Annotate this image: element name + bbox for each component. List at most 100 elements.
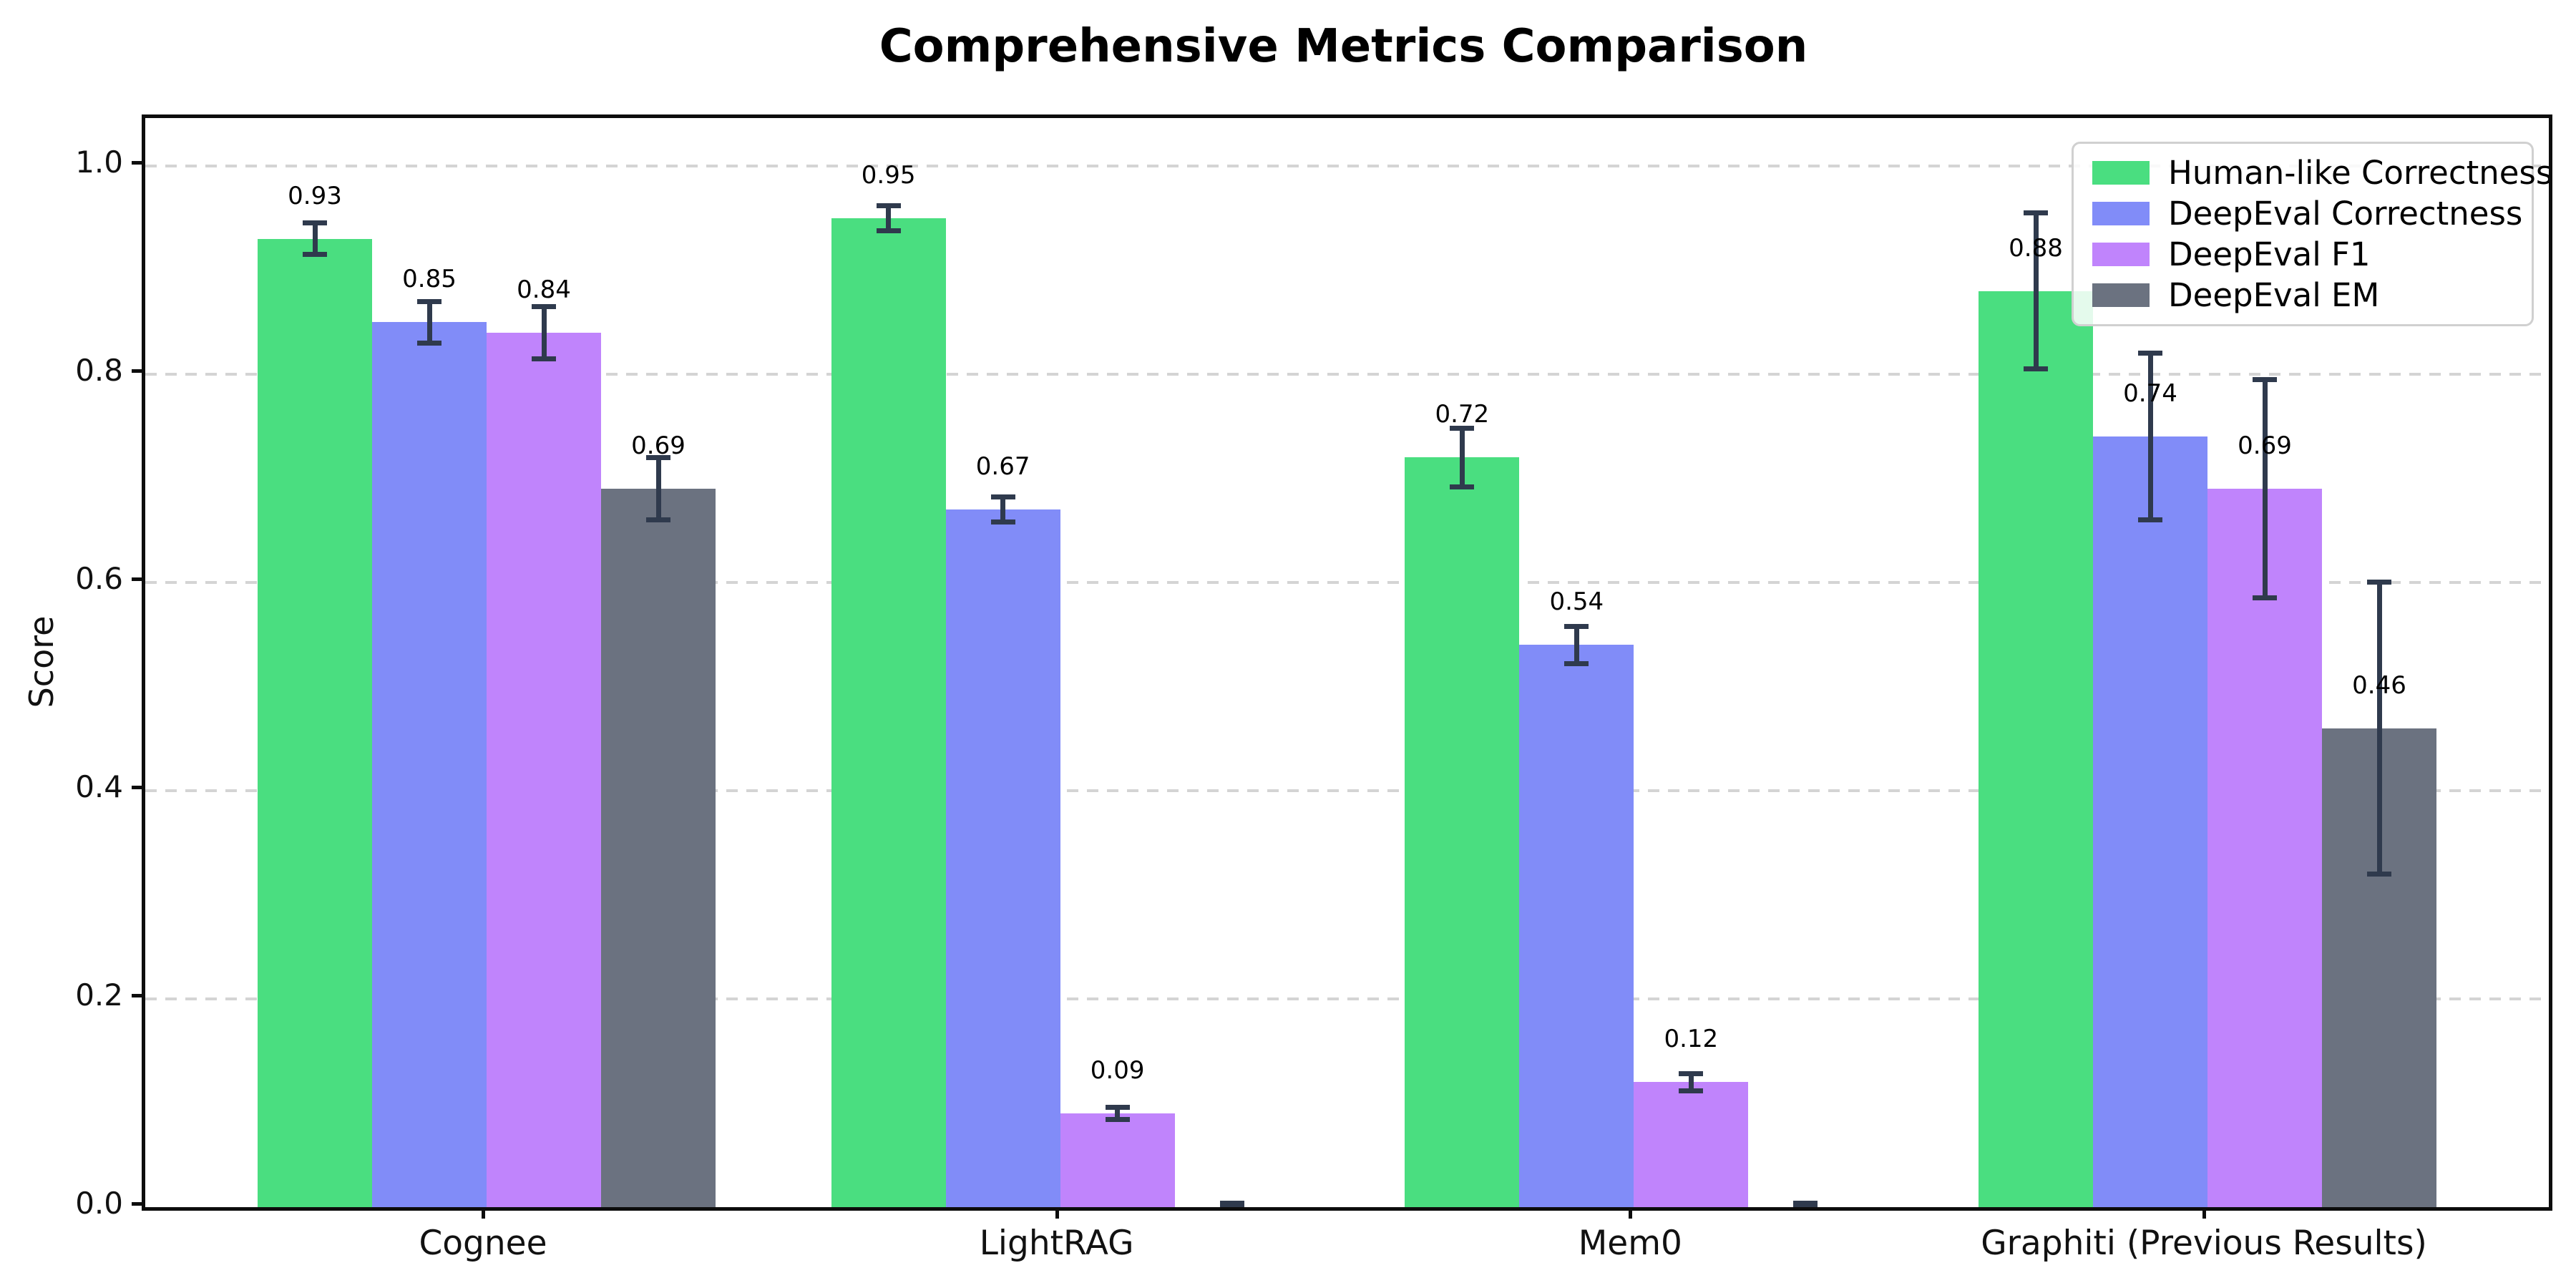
bar-2-0 bbox=[1405, 457, 1520, 1207]
gridline bbox=[145, 997, 2549, 1000]
y-tick-label: 0.0 bbox=[75, 1186, 123, 1221]
bar-value-label: 0.95 bbox=[861, 160, 916, 190]
bar-value-label: 0.09 bbox=[1090, 1056, 1145, 1085]
bar-value-label: 0.69 bbox=[631, 431, 686, 461]
bar-value-label: 0.93 bbox=[288, 181, 342, 210]
bar-2-2 bbox=[1634, 1082, 1749, 1207]
error-cap-top bbox=[2253, 376, 2277, 382]
legend: Human-like Correctness DeepEval Correctne… bbox=[2072, 142, 2549, 326]
error-cap-top bbox=[532, 303, 556, 309]
error-bar bbox=[426, 301, 432, 343]
legend-label: Human-like Correctness bbox=[2168, 154, 2552, 192]
legend-swatch bbox=[2092, 243, 2150, 266]
legend-swatch bbox=[2092, 283, 2150, 307]
gridline bbox=[145, 789, 2549, 792]
error-bar bbox=[541, 306, 547, 359]
bar-0-3 bbox=[601, 489, 716, 1207]
error-cap-top bbox=[303, 220, 327, 226]
y-tick-mark bbox=[132, 785, 143, 789]
x-tick-mark bbox=[482, 1207, 485, 1219]
error-cap-bottom bbox=[1450, 484, 1475, 489]
bar-0-2 bbox=[487, 332, 601, 1207]
y-tick-label: 0.4 bbox=[75, 769, 123, 804]
error-bar bbox=[1000, 497, 1006, 522]
y-tick-mark bbox=[132, 369, 143, 373]
x-tick-mark bbox=[1629, 1207, 1633, 1219]
x-tick-mark bbox=[2202, 1207, 2206, 1219]
chart-title: Comprehensive Metrics Comparison bbox=[879, 20, 1808, 73]
error-cap-bottom bbox=[303, 252, 327, 258]
legend-swatch bbox=[2092, 161, 2150, 185]
bar-3-0 bbox=[1979, 291, 2093, 1207]
error-cap-top bbox=[1450, 426, 1475, 431]
plot-area: 0.93 0.95 0.72 0.88 0.85 0.67 0.54 0.74 0.84 0.09… bbox=[142, 114, 2552, 1211]
bar-value-label: 0.69 bbox=[2238, 431, 2292, 461]
gridline bbox=[145, 164, 2549, 167]
error-cap-top bbox=[1564, 623, 1589, 629]
error-cap-top bbox=[990, 494, 1015, 500]
error-cap-bottom bbox=[1793, 1204, 1818, 1207]
error-cap-top bbox=[646, 454, 670, 460]
bar-value-label: 0.67 bbox=[975, 452, 1030, 482]
error-cap-top bbox=[1793, 1200, 1818, 1206]
y-tick-label: 1.0 bbox=[75, 144, 123, 180]
x-tick-label-2: Mem0 bbox=[1578, 1224, 1682, 1263]
y-tick-label: 0.2 bbox=[75, 977, 123, 1013]
error-cap-bottom bbox=[2138, 517, 2162, 523]
bar-1-1 bbox=[945, 509, 1060, 1207]
error-cap-top bbox=[2367, 580, 2391, 585]
error-cap-bottom bbox=[417, 340, 441, 346]
y-tick-mark bbox=[132, 1202, 143, 1206]
error-bar bbox=[886, 205, 892, 231]
legend-item-deepeval-em: DeepEval EM bbox=[2092, 275, 2517, 316]
error-bar bbox=[655, 457, 661, 520]
error-cap-top bbox=[1105, 1104, 1130, 1110]
y-tick-mark bbox=[132, 160, 143, 165]
error-bar bbox=[1574, 626, 1579, 664]
error-cap-bottom bbox=[990, 519, 1015, 525]
legend-item-deepeval-f1: DeepEval F1 bbox=[2092, 234, 2517, 275]
gridline bbox=[145, 372, 2549, 376]
x-tick-mark bbox=[1055, 1207, 1059, 1219]
gridline bbox=[145, 580, 2549, 584]
bar-value-label: 0.74 bbox=[2123, 379, 2177, 409]
error-bar bbox=[1459, 428, 1465, 487]
bar-value-label: 0.12 bbox=[1664, 1025, 1719, 1054]
error-bar bbox=[2262, 379, 2268, 598]
y-tick-label: 0.8 bbox=[75, 352, 123, 388]
error-bar bbox=[2147, 353, 2153, 520]
bar-value-label: 0.54 bbox=[1549, 587, 1604, 617]
bar-1-2 bbox=[1060, 1113, 1175, 1207]
error-cap-bottom bbox=[2253, 595, 2277, 601]
error-cap-bottom bbox=[1105, 1117, 1130, 1123]
error-bar bbox=[312, 223, 318, 255]
x-tick-label-0: Cognee bbox=[419, 1224, 547, 1263]
error-cap-bottom bbox=[1679, 1088, 1704, 1093]
error-cap-top bbox=[1679, 1071, 1704, 1077]
x-tick-label-1: LightRAG bbox=[979, 1224, 1134, 1263]
legend-label: DeepEval EM bbox=[2168, 276, 2380, 314]
error-bar bbox=[2376, 582, 2382, 874]
error-bar bbox=[1688, 1073, 1694, 1091]
bar-value-label: 0.85 bbox=[402, 265, 457, 294]
x-tick-label-3: Graphiti (Previous Results) bbox=[1981, 1224, 2427, 1263]
bar-1-0 bbox=[831, 218, 946, 1207]
bar-3-2 bbox=[2207, 489, 2322, 1207]
error-cap-bottom bbox=[2367, 871, 2391, 877]
error-cap-bottom bbox=[1564, 660, 1589, 666]
bar-0-1 bbox=[372, 322, 487, 1207]
legend-label: DeepEval Correctness bbox=[2168, 195, 2523, 233]
error-cap-top bbox=[1219, 1200, 1244, 1206]
legend-swatch bbox=[2092, 202, 2150, 225]
error-cap-bottom bbox=[2024, 366, 2048, 372]
bar-value-label: 0.84 bbox=[517, 275, 571, 304]
y-tick-mark bbox=[132, 993, 143, 997]
error-cap-top bbox=[876, 203, 901, 208]
bar-value-label: 0.46 bbox=[2352, 670, 2406, 700]
error-cap-bottom bbox=[1219, 1204, 1244, 1207]
legend-item-deepeval-correctness: DeepEval Correctness bbox=[2092, 193, 2522, 234]
bar-2-1 bbox=[1519, 645, 1634, 1207]
error-cap-bottom bbox=[532, 356, 556, 361]
bar-value-label: 0.88 bbox=[2009, 233, 2063, 263]
